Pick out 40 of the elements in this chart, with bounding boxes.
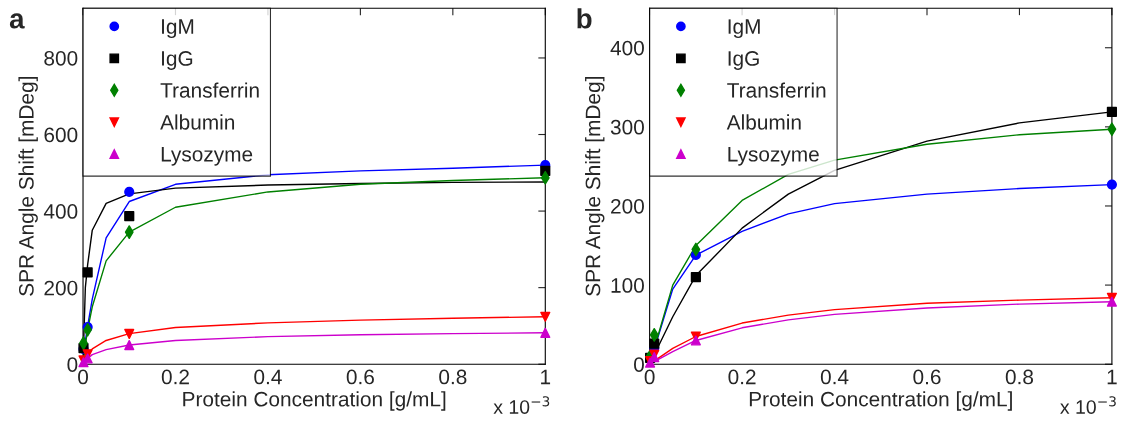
x-tick-label: 0.6 (913, 369, 941, 385)
legend-label: IgG (162, 51, 193, 70)
legend-label: IgM (728, 19, 760, 39)
y-tick-label: 200 (611, 198, 644, 214)
x-axis-title: Protein Concentration [g/mL] (183, 391, 446, 411)
x-tick-label: 0.4 (254, 369, 282, 385)
y-tick-label: 300 (610, 119, 644, 135)
x-tick-label: 0.4 (820, 369, 849, 385)
legend-label: Lysozyme (728, 147, 819, 166)
x-tick-label: 1 (541, 369, 551, 385)
legend-label: Transferrin (727, 82, 826, 98)
legend-label: Albumin (726, 114, 801, 130)
y-tick-label: 0 (67, 357, 78, 372)
x-tick-label: 1 (1107, 369, 1117, 385)
x-tick-label: 0.8 (1005, 369, 1034, 385)
y-axis-title: SPR Angle Shift [mDeg] (585, 77, 605, 296)
x-tick-label: 0.8 (439, 369, 467, 385)
y-tick-label: 600 (44, 127, 78, 143)
y-tick-label: 200 (44, 280, 78, 296)
legend-label: Lysozyme (161, 147, 253, 166)
y-tick-label: 400 (43, 204, 78, 219)
legend-label: Transferrin (160, 82, 259, 98)
text: x 10$^{−3}$ (493, 396, 550, 414)
x-tick-label: 0.2 (728, 369, 756, 385)
y-tick-label: 0 (634, 357, 644, 372)
x-tick-label: 0.6 (346, 369, 374, 385)
text: b (577, 8, 592, 29)
x-tick-label: 0 (644, 369, 655, 385)
y-axis-title: SPR Angle Shift [mDeg] (18, 77, 38, 296)
text: x 10$^{−3}$ (1060, 396, 1116, 414)
y-tick-label: 400 (610, 40, 644, 56)
y-tick-label: 100 (611, 278, 644, 293)
legend-label: IgG (728, 51, 759, 70)
text: a (9, 13, 25, 29)
legend-label: Albumin (160, 114, 235, 130)
y-tick-label: 800 (44, 50, 78, 66)
x-tick-label: 0 (78, 369, 89, 385)
legend-label: IgM (162, 19, 194, 39)
x-axis-title: Protein Concentration [g/mL] (749, 391, 1012, 411)
x-tick-label: 0.2 (161, 369, 189, 385)
